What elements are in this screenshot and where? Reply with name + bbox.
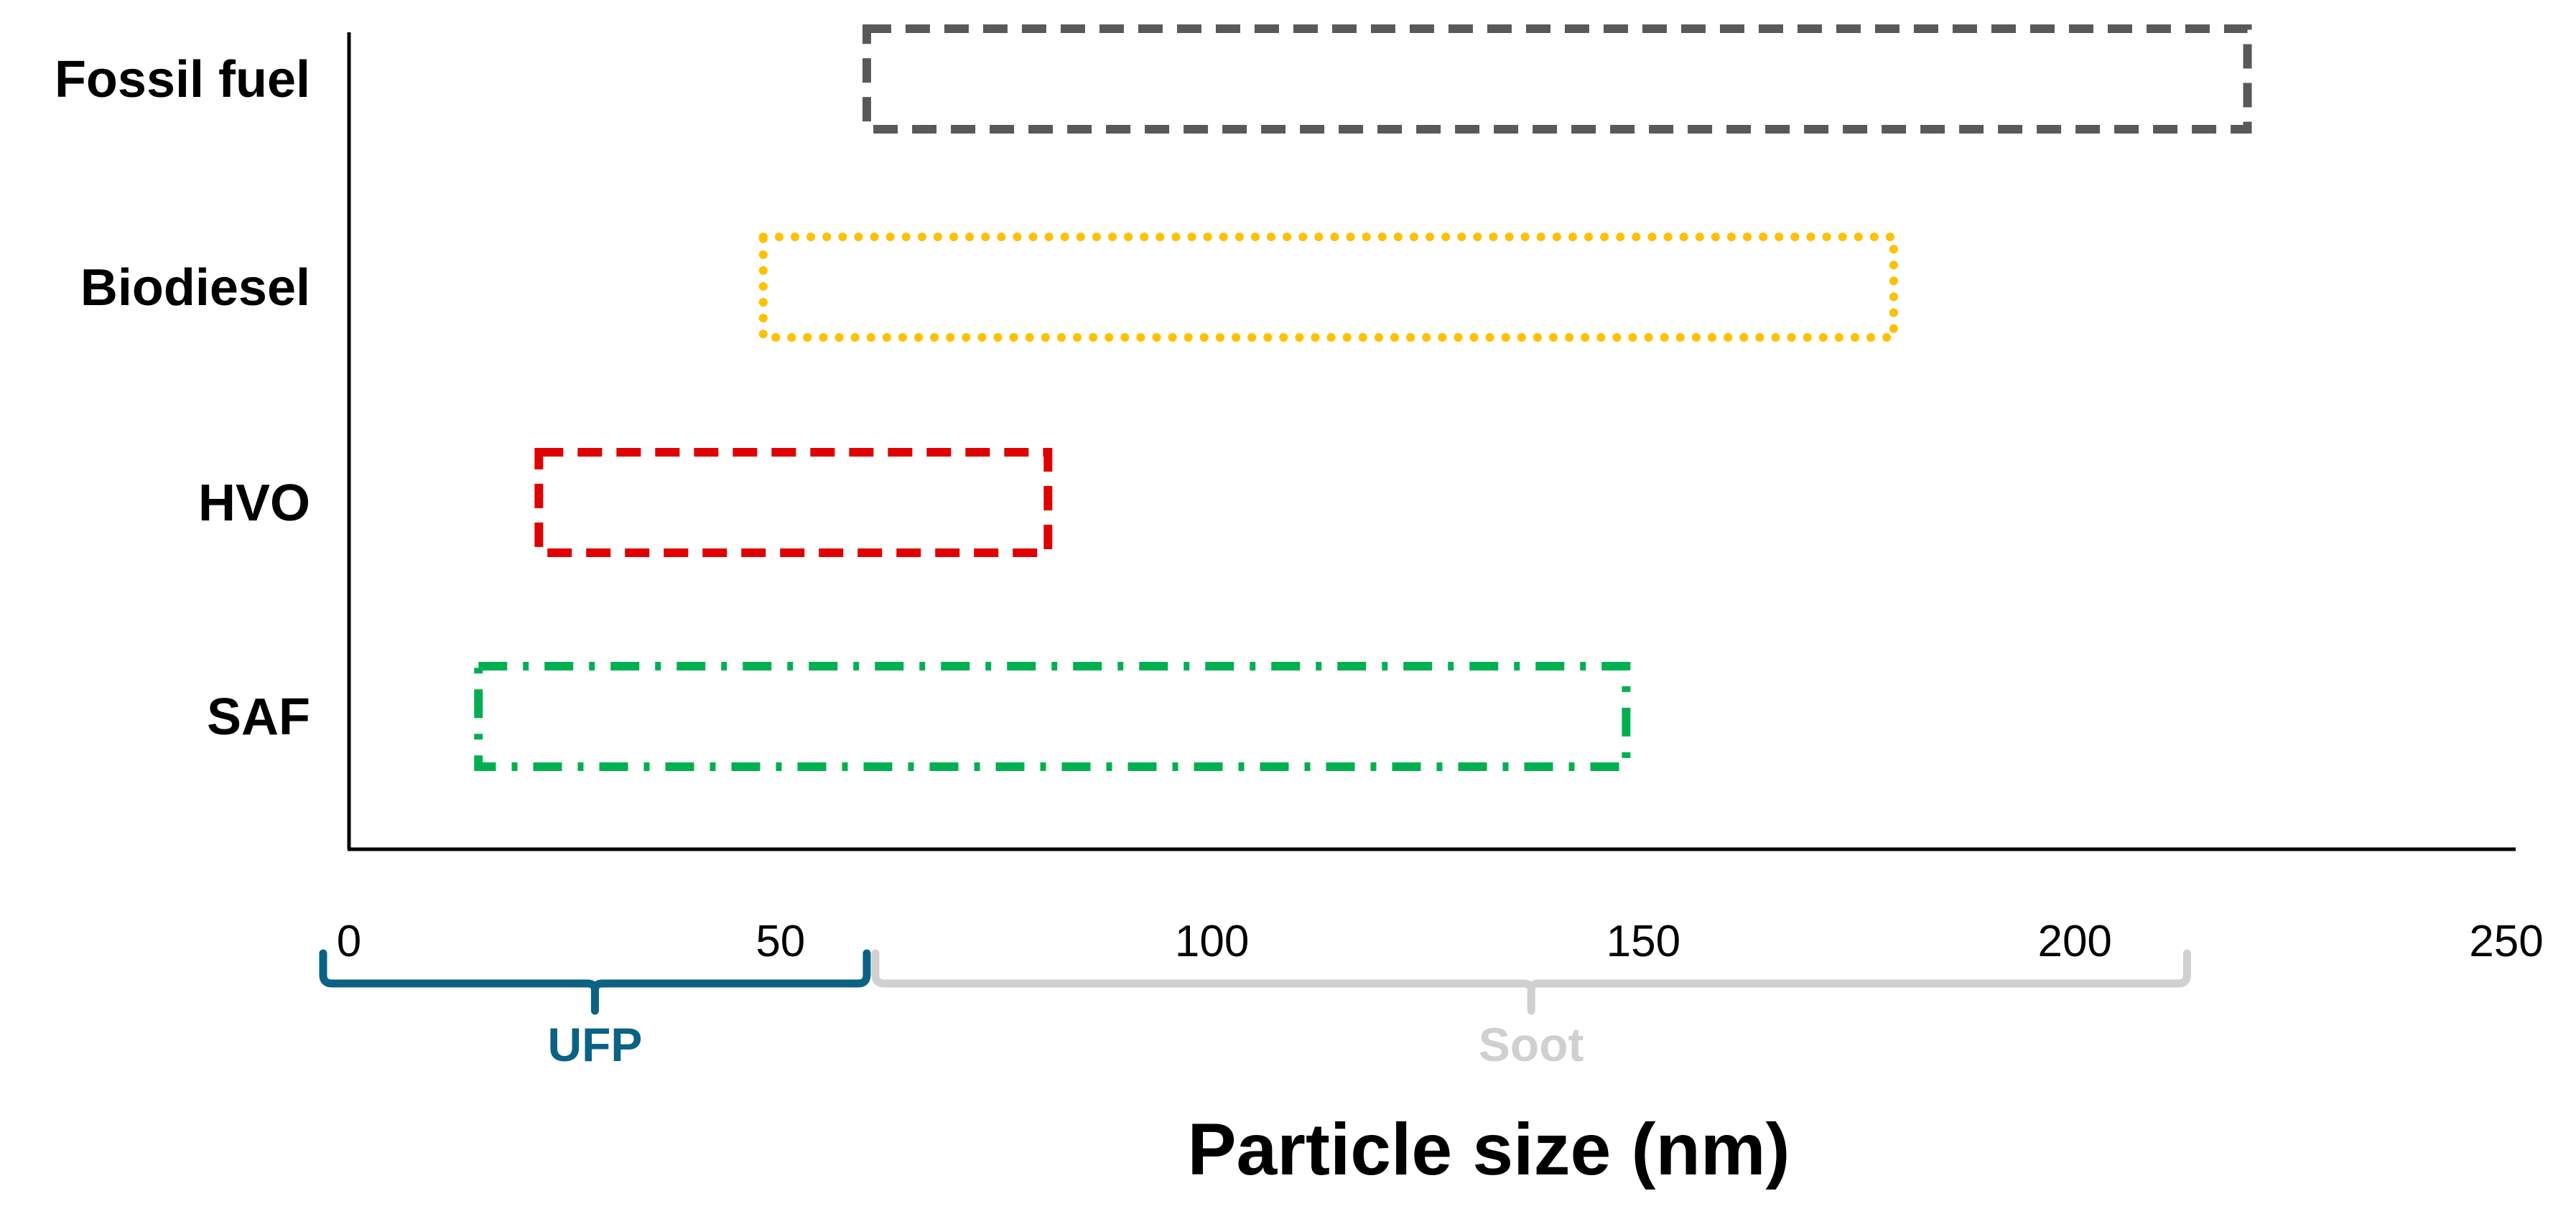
- category-label-hvo: HVO: [198, 475, 310, 532]
- category-label-biodiesel: Biodiesel: [80, 259, 310, 317]
- x-tick-label-200: 200: [2037, 917, 2111, 966]
- x-tick-label-0: 0: [337, 917, 361, 966]
- range-bar-hvo: [534, 448, 1053, 557]
- x-tick-label-100: 100: [1175, 917, 1249, 966]
- x-axis-label: Particle size (nm): [1188, 1108, 1790, 1190]
- x-tick-label-50: 50: [755, 917, 805, 966]
- x-tick-label-250: 250: [2469, 917, 2543, 966]
- x-tick-label-150: 150: [1606, 917, 1680, 966]
- soot-brace-label: Soot: [1479, 1018, 1584, 1071]
- ufp-brace: [319, 949, 871, 1015]
- range-bar-fossil-fuel: [862, 24, 2252, 134]
- soot-brace: [871, 949, 2191, 1015]
- ufp-brace-label: UFP: [547, 1018, 642, 1071]
- category-label-fossil-fuel: Fossil fuel: [55, 51, 310, 108]
- range-bar-biodiesel: [758, 233, 1898, 342]
- range-bar-saf: [474, 662, 1631, 771]
- category-label-saf: SAF: [207, 688, 310, 746]
